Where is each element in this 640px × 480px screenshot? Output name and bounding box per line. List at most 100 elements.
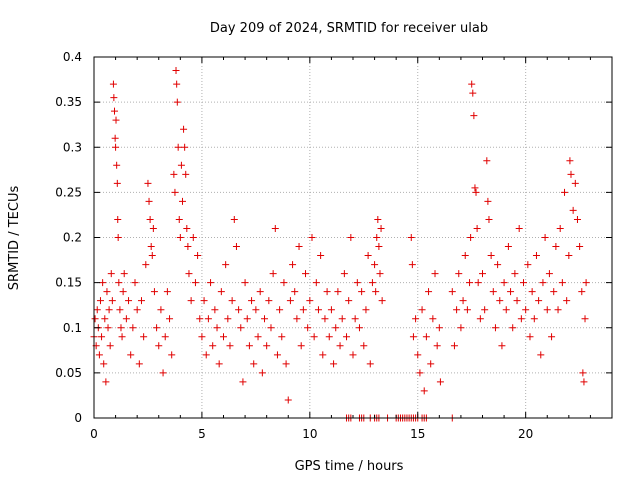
data-point xyxy=(215,360,223,368)
data-point xyxy=(177,161,185,169)
x-tick-label: 10 xyxy=(302,427,317,441)
data-point xyxy=(140,333,148,341)
data-point xyxy=(321,315,329,323)
data-point xyxy=(101,315,109,323)
data-point xyxy=(436,378,444,386)
data-point xyxy=(459,297,467,305)
x-axis-label: GPS time / hours xyxy=(295,459,404,474)
data-point xyxy=(100,360,108,368)
data-point xyxy=(108,297,116,305)
data-point xyxy=(194,252,202,260)
data-point xyxy=(224,315,232,323)
data-point xyxy=(220,333,227,341)
y-tick-label: 0.15 xyxy=(55,276,82,290)
data-point xyxy=(511,270,519,278)
data-point xyxy=(289,261,297,269)
data-point xyxy=(243,315,251,323)
data-point xyxy=(429,315,437,323)
data-point xyxy=(528,288,536,296)
data-point xyxy=(581,315,589,323)
data-point xyxy=(558,279,566,287)
data-point xyxy=(569,206,577,214)
data-point xyxy=(496,297,504,305)
data-point xyxy=(448,288,456,296)
data-point xyxy=(180,125,188,133)
data-point xyxy=(106,342,114,350)
data-point xyxy=(170,170,178,178)
data-point xyxy=(146,215,154,223)
data-point xyxy=(175,215,183,223)
data-point xyxy=(113,179,121,187)
data-point xyxy=(202,351,210,359)
data-point xyxy=(427,360,435,368)
data-point xyxy=(245,342,253,350)
data-point xyxy=(178,197,186,205)
data-point xyxy=(278,333,286,341)
y-tick-label: 0.35 xyxy=(55,95,82,109)
data-point xyxy=(498,342,506,350)
data-point xyxy=(115,279,123,287)
data-point xyxy=(368,279,376,287)
data-point xyxy=(112,116,120,124)
data-point xyxy=(314,306,322,314)
data-point xyxy=(471,184,479,192)
data-point xyxy=(362,306,370,314)
data-point xyxy=(515,224,523,232)
data-point xyxy=(567,170,575,178)
data-point xyxy=(161,333,169,341)
data-point xyxy=(252,306,260,314)
data-point xyxy=(468,80,476,88)
data-point xyxy=(537,351,545,359)
y-axis-label: SRMTID / TECUs xyxy=(7,186,22,291)
data-point xyxy=(99,279,107,287)
data-point xyxy=(110,94,118,102)
data-point xyxy=(323,288,331,296)
data-point xyxy=(173,80,181,88)
data-point xyxy=(554,306,562,314)
data-point xyxy=(561,188,569,196)
data-point xyxy=(137,297,145,305)
data-point xyxy=(207,279,215,287)
y-tick-label: 0.1 xyxy=(63,321,82,335)
data-points xyxy=(90,67,590,422)
data-point xyxy=(230,215,238,223)
data-point xyxy=(473,224,481,232)
data-point xyxy=(578,288,586,296)
data-point xyxy=(118,333,126,341)
data-point xyxy=(173,98,181,106)
data-point xyxy=(556,224,564,232)
data-point xyxy=(332,324,340,332)
data-point xyxy=(98,333,106,341)
data-point xyxy=(422,333,430,341)
data-point xyxy=(541,234,549,241)
data-point xyxy=(327,306,335,314)
data-point xyxy=(450,342,458,350)
data-point xyxy=(213,324,221,332)
data-point xyxy=(166,315,174,323)
data-point xyxy=(543,306,551,314)
data-point xyxy=(319,351,327,359)
data-point xyxy=(338,315,346,323)
data-point xyxy=(457,324,465,332)
data-point xyxy=(374,215,382,223)
data-point xyxy=(552,243,560,251)
y-tick-label: 0.05 xyxy=(55,366,82,380)
data-point xyxy=(304,324,312,332)
data-point xyxy=(509,324,517,332)
data-point xyxy=(517,315,525,323)
data-point xyxy=(133,306,141,314)
data-point xyxy=(418,306,426,314)
x-tick-labels: 0 5 10 15 20 xyxy=(90,427,533,441)
data-point xyxy=(317,252,325,260)
data-point xyxy=(408,261,416,269)
data-point xyxy=(330,360,338,368)
data-point xyxy=(168,351,176,359)
data-point xyxy=(466,279,474,287)
data-point xyxy=(211,306,219,314)
data-point xyxy=(364,252,372,260)
data-point xyxy=(416,369,424,377)
data-point xyxy=(129,324,137,332)
x-tick-label: 0 xyxy=(90,427,98,441)
data-point xyxy=(377,224,385,232)
y-tick-labels: 0 0.05 0.1 0.15 0.2 0.25 0.3 0.35 0.4 xyxy=(55,50,82,425)
